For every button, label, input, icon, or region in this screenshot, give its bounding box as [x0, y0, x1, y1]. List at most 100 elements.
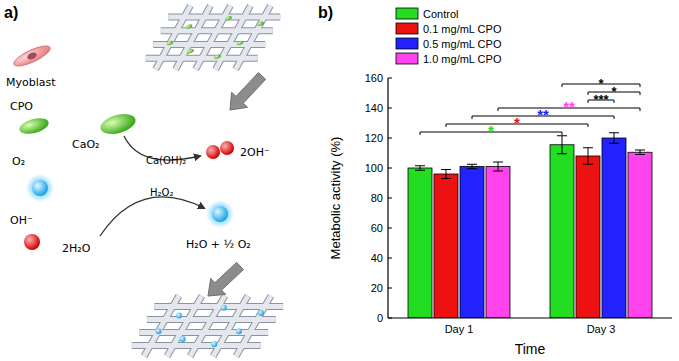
legend-label: 0.1 mg/mL CPO: [423, 23, 502, 35]
y-tick-label: 40: [371, 252, 383, 264]
scaffold-rod: [216, 6, 251, 70]
error-bar: [467, 164, 477, 169]
error-bar-cap: [557, 135, 567, 136]
myoblast-nucleus: [26, 51, 38, 61]
y-tick-label: 120: [365, 132, 383, 144]
reaction-arrow: [100, 197, 204, 236]
y-tick-label: 160: [365, 72, 383, 84]
error-bar-cap: [609, 132, 619, 133]
significance-label: **: [537, 106, 549, 123]
x-tick-label: Day 3: [587, 323, 616, 335]
scaffold-rod: [156, 6, 191, 70]
y-tick: [388, 168, 392, 169]
scaffold-rod: [176, 6, 211, 70]
legend-label: Myoblast: [6, 76, 56, 89]
oxygen-glow: [26, 174, 54, 202]
error-bar-cap: [635, 150, 645, 151]
error-bar-stem: [614, 133, 615, 144]
bar: [434, 174, 458, 318]
error-bar-stem: [498, 162, 499, 171]
panel-a: a)MyoblastCPOO₂OH⁻CaO₂Ca(OH)₂H₂O₂2H₂O2OH…: [4, 4, 283, 356]
legend-swatch: [396, 8, 418, 19]
significance-label: *: [598, 76, 604, 91]
legend-label: 1.0 mg/mL CPO: [423, 53, 502, 65]
process-arrow: [208, 262, 243, 296]
panel-label: b): [318, 4, 333, 21]
scaffold-rod: [236, 296, 271, 356]
error-bar-cap: [493, 162, 503, 163]
reaction-text: CaO₂: [72, 138, 100, 151]
error-bar-stem: [420, 166, 421, 171]
legend-swatch: [396, 53, 418, 64]
error-bar: [415, 166, 425, 171]
legend-label: 0.5 mg/mL CPO: [423, 38, 502, 50]
significance-label: *: [611, 84, 617, 99]
reaction-text: 2OH⁻: [240, 146, 270, 159]
y-tick: [388, 318, 392, 319]
y-tick: [388, 108, 392, 109]
y-tick: [388, 288, 392, 289]
y-axis-label: Metabolic activity (%): [328, 137, 343, 260]
error-bar-cap: [415, 170, 425, 171]
error-bar-cap: [467, 168, 477, 169]
oxygen-product: [212, 206, 228, 222]
error-bar: [635, 150, 645, 155]
hydroxide-icon: [24, 234, 40, 250]
error-bar-stem: [588, 148, 589, 165]
reaction-text: H₂O₂: [150, 187, 173, 198]
error-bar-cap: [557, 153, 567, 154]
figure: a)MyoblastCPOO₂OH⁻CaO₂Ca(OH)₂H₂O₂2H₂O2OH…: [0, 0, 679, 361]
y-tick-label: 60: [371, 222, 383, 234]
error-bar-stem: [446, 170, 447, 179]
panel-b: b)020406080100120140160Day 1Day 3TimeMet…: [318, 4, 672, 357]
x-axis: [388, 317, 672, 318]
y-tick-label: 140: [365, 102, 383, 114]
reaction-text: Ca(OH)₂: [146, 155, 186, 166]
bar: [486, 167, 510, 319]
scaffold: [132, 296, 283, 356]
error-bar-stem: [640, 150, 641, 155]
error-bar-cap: [609, 143, 619, 144]
error-bar-cap: [441, 169, 451, 170]
x-tick-label: Day 1: [445, 323, 474, 335]
error-bar-cap: [493, 171, 503, 172]
significance: ***********: [420, 76, 640, 139]
myoblast-icon: [11, 42, 52, 70]
scaffold: [146, 6, 281, 70]
significance-label: ***: [593, 92, 609, 107]
bar: [550, 145, 574, 318]
scaffold-oxygen: [180, 336, 186, 342]
scaffold-cpo: [166, 40, 174, 46]
y-tick-label: 100: [365, 162, 383, 174]
scaffold-oxygen: [258, 310, 264, 316]
oxygen-icon: [32, 180, 48, 196]
error-bar-cap: [415, 165, 425, 166]
scaffold-cpo: [225, 15, 233, 21]
error-bar-stem: [472, 164, 473, 169]
error-bar-stem: [562, 136, 563, 154]
scaffold-oxygen: [176, 313, 182, 319]
legend-swatch: [396, 23, 418, 34]
y-tick: [388, 198, 392, 199]
legend-swatch: [396, 38, 418, 49]
y-tick: [388, 258, 392, 259]
y-tick-label: 20: [371, 282, 383, 294]
y-tick: [388, 228, 392, 229]
scaffold-rod: [196, 6, 231, 70]
y-tick: [388, 138, 392, 139]
legend-label: O₂: [12, 155, 25, 168]
legend: Control 0.1 mg/mL CPO 0.5 mg/mL CPO 1.0 mg/…: [396, 8, 502, 65]
bar: [576, 156, 600, 318]
error-bar: [557, 136, 567, 154]
error-bar: [583, 148, 593, 165]
significance-label: *: [514, 114, 520, 131]
bars: [408, 133, 652, 318]
reaction-text: H₂O + ½ O₂: [186, 238, 251, 251]
error-bar-cap: [441, 178, 451, 179]
y-tick-label: 0: [377, 312, 383, 324]
legend-label: Control: [423, 8, 458, 20]
scaffold-cpo: [185, 24, 193, 30]
bar: [408, 168, 432, 318]
significance-label: **: [563, 98, 575, 115]
error-bar-cap: [583, 164, 593, 165]
